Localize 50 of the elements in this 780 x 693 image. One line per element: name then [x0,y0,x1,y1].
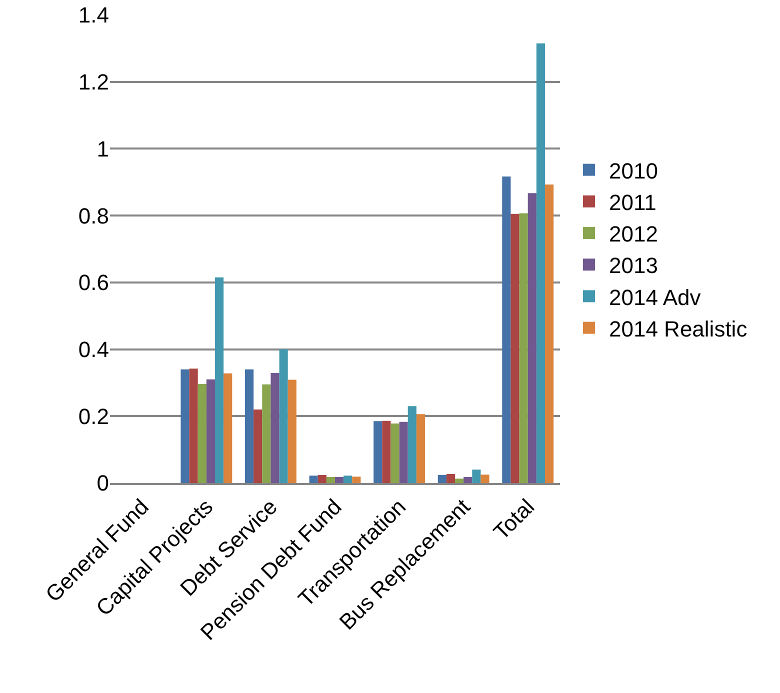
bar [326,476,335,483]
bar [416,414,425,483]
bar [254,409,262,483]
y-tick-label: 1 [96,136,109,162]
bar [510,214,520,483]
bar [344,476,352,483]
bar [382,420,391,483]
bar [519,213,528,483]
bar [536,43,545,483]
y-tick-label: 0.6 [78,270,109,296]
bar [390,424,400,483]
bar [279,349,288,483]
y-tick-label: 0.8 [78,203,109,228]
bar [270,373,280,483]
bar [545,184,554,483]
bar [189,368,198,483]
bar [438,474,446,483]
bar [528,193,536,483]
bar [480,474,490,483]
legend-label: 2013 [609,253,658,278]
bar [446,474,455,483]
y-tick-label: 0.4 [78,336,109,362]
bar [180,369,190,483]
bar [288,380,296,483]
legend-label: 2012 [609,222,658,247]
legend-label: 2010 [609,158,658,184]
bar [262,384,271,483]
y-tick-label: 1.4 [78,2,109,28]
bar [374,421,382,483]
legend-label: 2014 Realistic [609,316,748,342]
bar [206,379,215,483]
bar [352,476,361,483]
bar [309,476,318,483]
bar [198,384,206,483]
bar [408,406,416,483]
bar [245,369,254,483]
bar [399,422,408,483]
bar [472,470,481,483]
bar [502,176,511,483]
bar [318,474,326,483]
y-tick-label: 0 [96,470,109,496]
legend-label: 2014 Adv [609,284,701,310]
bar [455,478,464,483]
bar [215,277,224,483]
y-tick-label: 0.2 [78,404,109,429]
bar [224,373,232,483]
bar [464,476,472,483]
bar [335,476,344,483]
y-tick-label: 1.2 [78,70,109,95]
legend-label: 2011 [609,190,656,215]
